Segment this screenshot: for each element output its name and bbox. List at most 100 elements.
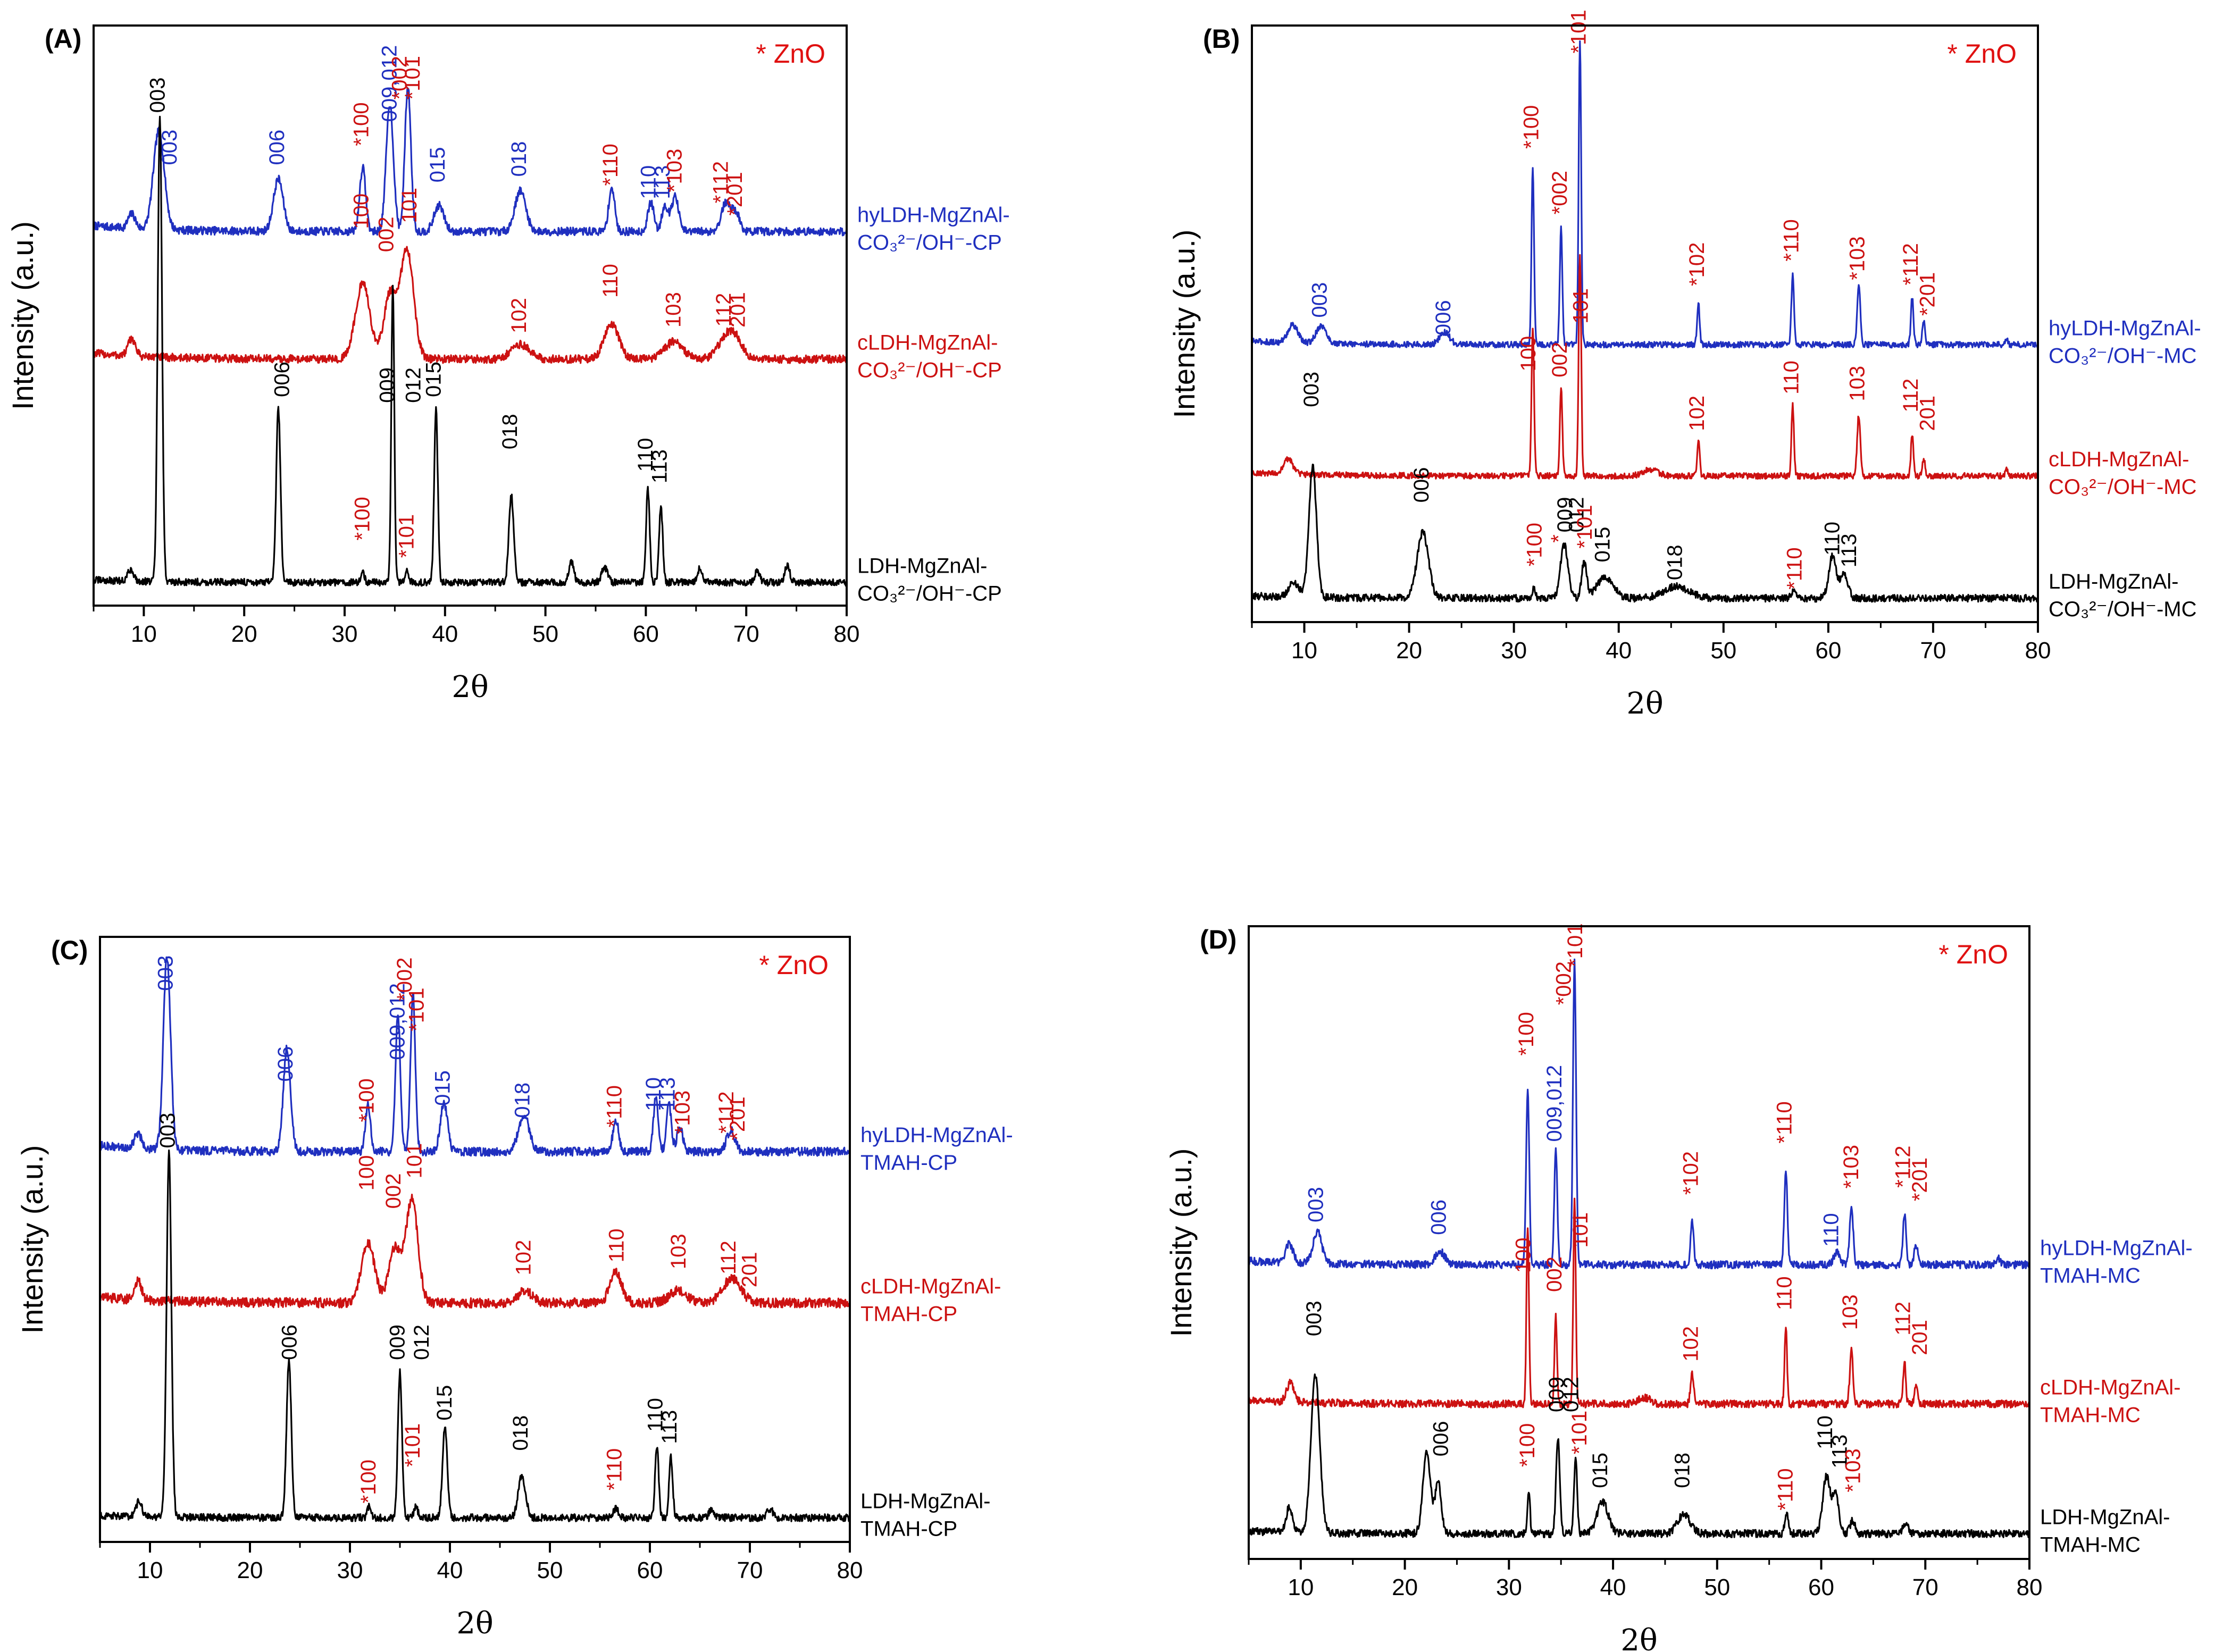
x-axis-label: 2θ — [1620, 1623, 1657, 1652]
peak-label: 006 — [278, 1324, 302, 1360]
x-tick-label: 40 — [1600, 1574, 1626, 1600]
peak-label: 101 — [398, 188, 421, 223]
series-line-1 — [1251, 254, 2039, 480]
x-tick-label: 60 — [637, 1557, 663, 1583]
x-tick-label: 70 — [1912, 1574, 1938, 1600]
peak-label: 110 — [1779, 360, 1803, 395]
x-tick-label: 20 — [1396, 638, 1422, 664]
peak-label: *103 — [1842, 1448, 1865, 1492]
peak-label: *100 — [1520, 105, 1543, 149]
peak-label: *101 — [395, 514, 419, 558]
peak-label: 006 — [1430, 1421, 1453, 1457]
series-line-0 — [1248, 958, 2030, 1270]
peak-label: 003 — [146, 78, 169, 113]
x-tick-label: 50 — [532, 621, 558, 647]
peak-label: *112 — [715, 1091, 738, 1133]
peak-label: *201 — [1916, 272, 1940, 316]
peak-label: 003 — [154, 955, 178, 991]
peak-label: 113 — [656, 1077, 679, 1111]
series-name-line1: cLDH-MgZnAl- — [2049, 448, 2189, 471]
peak-label: 110 — [637, 165, 661, 199]
x-tick-label: 40 — [437, 1557, 463, 1583]
series-line-0 — [93, 87, 848, 237]
peak-label: 100 — [355, 1155, 378, 1190]
x-axis-label: 2θ — [452, 670, 488, 705]
peak-label: 018 — [1664, 544, 1687, 580]
x-tick-label: 50 — [1710, 638, 1736, 664]
peak-label: 003 — [1300, 372, 1323, 407]
peak-label: 101 — [403, 1143, 427, 1179]
x-tick-label: 40 — [1606, 638, 1632, 664]
peak-label: *112 — [1892, 1146, 1915, 1188]
peak-label: *110 — [599, 144, 622, 186]
peak-label: 009 — [376, 367, 399, 403]
y-axis-label: Intensity (a.u.) — [15, 1145, 49, 1334]
series-line-2 — [1248, 1373, 2030, 1539]
x-tick-label: 60 — [633, 621, 659, 647]
zno-legend-note: * ZnO — [1938, 940, 2008, 969]
peak-label: 018 — [511, 1083, 534, 1118]
peak-label: 102 — [512, 1240, 536, 1276]
peak-label: 110 — [644, 1398, 667, 1432]
peak-label: 006 — [274, 1046, 297, 1082]
series-name: LDH-MgZnAl- TMAH-CP — [860, 1489, 990, 1540]
peak-label: 003 — [158, 130, 181, 165]
series-name-line1: hyLDH-MgZnAl- — [2040, 1237, 2193, 1260]
peak-label: 015 — [1591, 527, 1615, 563]
x-tick-label: 50 — [1704, 1574, 1730, 1600]
peak-label: 006 — [270, 362, 294, 397]
peak-label: 012 — [402, 367, 425, 403]
peak-label: 100 — [1517, 336, 1540, 372]
peak-label: 102 — [507, 298, 531, 333]
peak-label: 110 — [1814, 1415, 1837, 1449]
peak-label: 113 — [658, 1410, 681, 1444]
peak-label: *103 — [671, 1091, 694, 1134]
peak-label: *002 — [388, 56, 411, 99]
peak-label: 012 — [1565, 497, 1588, 533]
peak-label: 112 — [1899, 379, 1923, 413]
x-tick-label: 30 — [332, 621, 358, 647]
peak-label: *101 — [401, 56, 424, 99]
zno-legend-note: * ZnO — [756, 39, 825, 69]
peak-label: 113 — [1828, 1435, 1851, 1469]
series-name-line1: cLDH-MgZnAl- — [860, 1274, 1001, 1298]
peak-label: *112 — [1899, 243, 1923, 285]
peak-label: 101 — [1569, 1212, 1592, 1248]
y-axis-label: Intensity (a.u.) — [1164, 1148, 1198, 1337]
series-name-line2: CO₃²⁻/OH⁻-MC — [2049, 344, 2196, 367]
series-name-line1: LDH-MgZnAl- — [2040, 1505, 2170, 1529]
peak-label: 201 — [1908, 1320, 1932, 1355]
peak-label: 110 — [642, 1077, 665, 1111]
series-name-line2: CO₃²⁻/OH⁻-MC — [2049, 598, 2196, 621]
series-name-line1: LDH-MgZnAl- — [857, 554, 987, 577]
peak-label: 112 — [712, 293, 736, 327]
peak-label: *101 — [1564, 924, 1587, 967]
peak-label: 009,012 — [386, 983, 410, 1060]
x-tick-label: 70 — [737, 1557, 763, 1583]
peak-label: 002 — [1548, 342, 1572, 378]
series-line-1 — [93, 246, 848, 364]
peak-label: 113 — [1837, 533, 1861, 567]
series-name-line2: CO₃²⁻/OH⁻-CP — [857, 582, 1002, 605]
peak-label: 015 — [426, 147, 449, 182]
series-line-1 — [1248, 1197, 2030, 1409]
peak-label: *100 — [1523, 523, 1547, 566]
peak-label: 003 — [156, 1113, 179, 1148]
series-name-line2: TMAH-MC — [2040, 1403, 2141, 1427]
peak-label: 006 — [1410, 467, 1433, 503]
x-tick-label: 80 — [834, 621, 860, 647]
y-axis-label: Intensity (a.u.) — [6, 221, 39, 410]
panel-label: (A) — [45, 24, 81, 54]
series-name: hyLDH-MgZnAl- CO₃²⁻/OH⁻-MC — [2049, 316, 2201, 367]
panel-D: 003 006*100009,012*002*101*102*110110*103… — [1164, 924, 2193, 1652]
peak-label: 003 — [1308, 282, 1332, 318]
peak-label: 201 — [1916, 396, 1940, 431]
series-name: hyLDH-MgZnAl- TMAH-CP — [860, 1123, 1013, 1175]
peak-label: 018 — [1671, 1453, 1694, 1488]
peak-label: 113 — [651, 165, 674, 199]
series-line-1 — [99, 1194, 851, 1309]
peak-label: *100 — [1516, 1423, 1539, 1467]
peak-label: 103 — [667, 1234, 690, 1269]
x-tick-label: 20 — [231, 621, 257, 647]
